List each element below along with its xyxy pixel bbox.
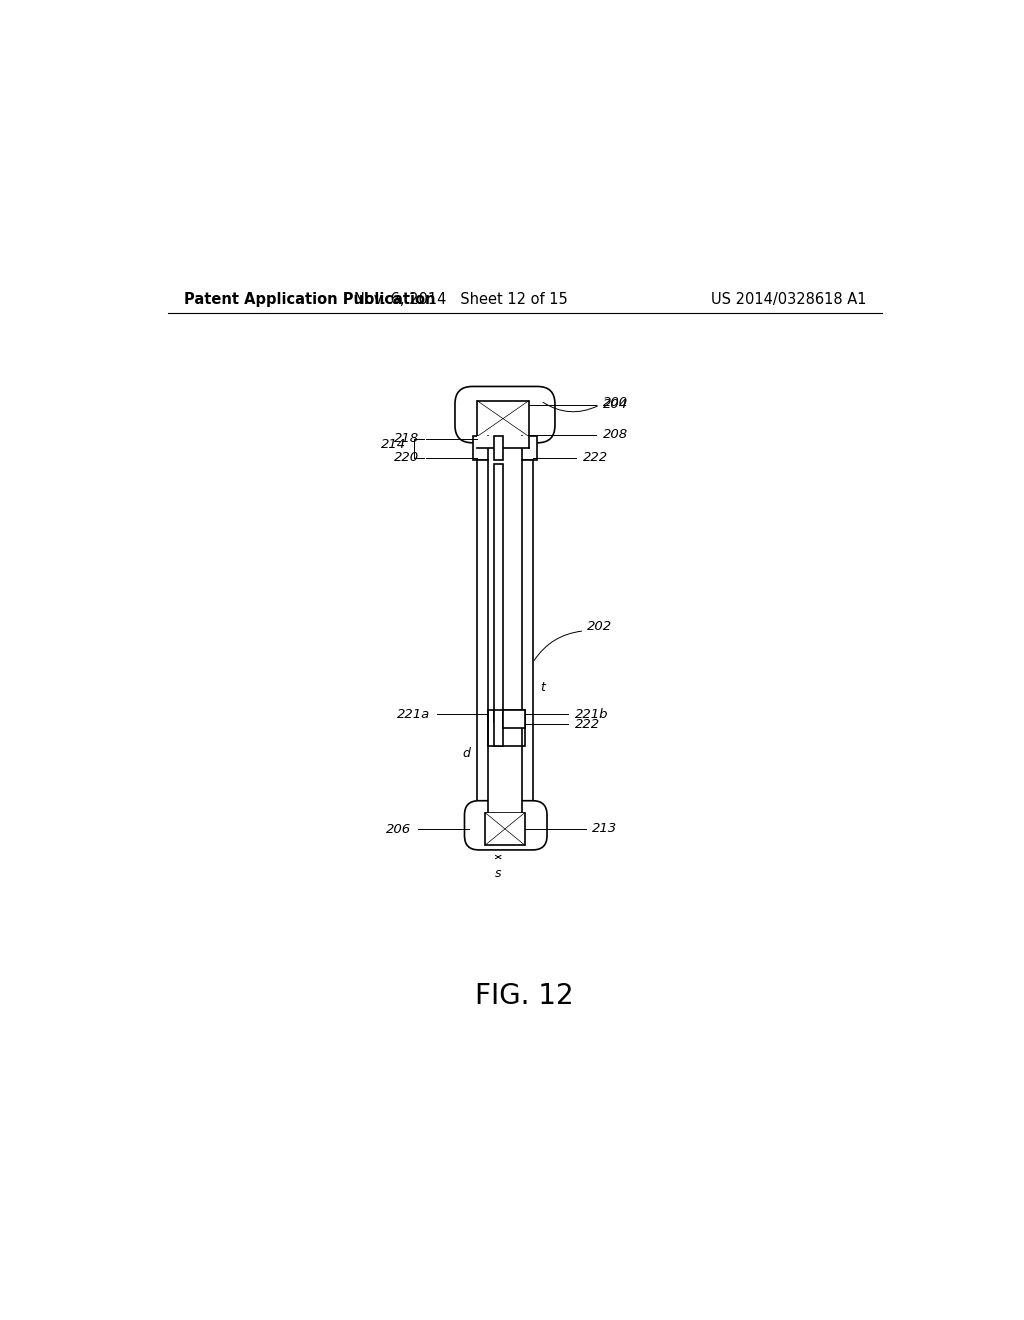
Text: Patent Application Publication: Patent Application Publication	[183, 293, 435, 308]
Bar	[494, 465, 503, 722]
Bar	[494, 437, 503, 461]
Text: t: t	[541, 681, 546, 694]
Text: 222: 222	[583, 451, 608, 465]
Bar	[494, 710, 503, 746]
Text: 204: 204	[602, 399, 628, 412]
Text: 221a: 221a	[397, 708, 430, 721]
Text: 206: 206	[386, 822, 412, 836]
FancyBboxPatch shape	[465, 801, 547, 850]
Text: 213: 213	[592, 822, 617, 836]
Text: FIG. 12: FIG. 12	[475, 982, 574, 1010]
Text: US 2014/0328618 A1: US 2014/0328618 A1	[711, 293, 866, 308]
Text: s: s	[495, 867, 502, 879]
Text: 208: 208	[602, 429, 628, 441]
Text: 214: 214	[381, 438, 406, 451]
Bar	[477, 401, 528, 437]
Bar	[478, 401, 528, 436]
Text: 220: 220	[394, 451, 419, 465]
FancyBboxPatch shape	[455, 387, 555, 442]
Bar	[477, 461, 532, 817]
Bar	[473, 437, 537, 461]
Bar	[486, 813, 524, 845]
Text: 200: 200	[602, 396, 628, 409]
Text: 218: 218	[394, 433, 419, 445]
Text: Nov. 6, 2014   Sheet 12 of 15: Nov. 6, 2014 Sheet 12 of 15	[354, 293, 568, 308]
Bar	[477, 437, 528, 449]
Bar	[488, 710, 524, 746]
Text: 222: 222	[574, 718, 600, 731]
Bar	[488, 437, 522, 461]
Bar	[503, 710, 525, 729]
Bar	[485, 813, 524, 845]
Text: 221b: 221b	[574, 708, 608, 721]
Text: d: d	[462, 747, 470, 760]
Text: 202: 202	[587, 620, 611, 634]
Bar	[488, 461, 522, 817]
